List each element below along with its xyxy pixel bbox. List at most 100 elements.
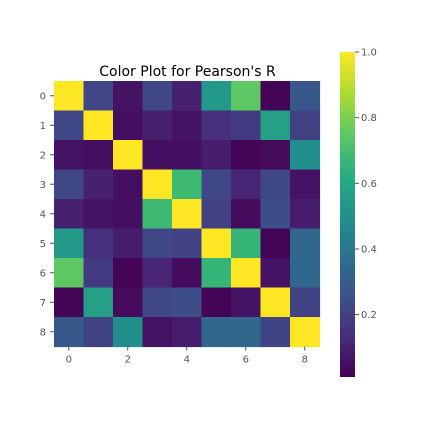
heatmap-cell xyxy=(113,140,144,171)
colorbar-tick-label: 0.2 xyxy=(361,310,377,321)
heatmap-cell xyxy=(201,140,232,171)
heatmap-cell xyxy=(83,81,114,112)
heatmap-cell xyxy=(231,317,262,348)
heatmap-cell xyxy=(231,287,262,318)
heatmap-cell xyxy=(83,169,114,200)
heatmap-cell xyxy=(290,81,321,112)
x-tick-label: 4 xyxy=(184,355,190,366)
colorbar-tick-label: 1.0 xyxy=(361,48,377,59)
heatmap-cell xyxy=(83,140,114,171)
x-axis: 0 2 4 6 8 xyxy=(66,346,308,366)
y-tick-label: 3 xyxy=(40,180,46,191)
heatmap-cell xyxy=(201,228,232,259)
heatmap-cell xyxy=(83,317,114,348)
heatmap-cell xyxy=(260,169,291,200)
heatmap-cell xyxy=(142,140,173,171)
heatmap-cell xyxy=(231,81,262,112)
heatmap-cell xyxy=(201,169,232,200)
heatmap-cell xyxy=(260,287,291,318)
heatmap-cell xyxy=(231,258,262,289)
y-tick-label: 6 xyxy=(40,268,46,279)
heatmap-cell xyxy=(231,169,262,200)
heatmap-cell xyxy=(83,228,114,259)
colorbar: 0.2 0.4 0.6 0.8 1.0 xyxy=(340,48,377,377)
heatmap-cell xyxy=(142,258,173,289)
heatmap-cell xyxy=(290,287,321,318)
heatmap-cell xyxy=(201,258,232,289)
colorbar-gradient xyxy=(340,52,355,377)
heatmap-cell xyxy=(54,169,85,200)
heatmap-cell xyxy=(260,228,291,259)
chart-title: Color Plot for Pearson's R xyxy=(99,64,276,80)
heatmap-cell xyxy=(290,110,321,141)
colorbar-tick-label: 0.6 xyxy=(361,179,377,190)
y-tick-label: 4 xyxy=(40,209,46,220)
heatmap-cell xyxy=(290,140,321,171)
y-tick-label: 8 xyxy=(40,327,46,338)
y-tick-label: 2 xyxy=(40,150,46,161)
y-tick-label: 5 xyxy=(40,239,46,250)
heatmap-cell xyxy=(172,287,203,318)
heatmap-cell xyxy=(113,258,144,289)
y-tick-label: 0 xyxy=(40,91,46,102)
heatmap-cell xyxy=(83,110,114,141)
x-tick-label: 8 xyxy=(302,355,308,366)
heatmap-cell xyxy=(201,287,232,318)
heatmap-cell xyxy=(260,258,291,289)
y-tick-label: 7 xyxy=(40,298,46,309)
heatmap-cell xyxy=(231,140,262,171)
x-tick-label: 0 xyxy=(66,355,72,366)
colorbar-tick-label: 0.4 xyxy=(361,244,377,255)
heatmap-cell xyxy=(172,317,203,348)
heatmap-cell xyxy=(172,228,203,259)
heatmap-cell xyxy=(260,140,291,171)
heatmap-cell xyxy=(54,140,85,171)
heatmap-cell xyxy=(290,169,321,200)
heatmap-cell xyxy=(142,110,173,141)
heatmap-cell xyxy=(113,110,144,141)
heatmap-cell xyxy=(54,287,85,318)
heatmap-cell xyxy=(260,110,291,141)
x-tick-label: 6 xyxy=(243,355,249,366)
heatmap-cell xyxy=(260,317,291,348)
heatmap-cell xyxy=(113,81,144,112)
heatmap-cell xyxy=(54,110,85,141)
heatmap-cell xyxy=(231,228,262,259)
heatmap-cell xyxy=(142,169,173,200)
heatmap-cell xyxy=(231,110,262,141)
heatmap-cell xyxy=(201,199,232,230)
heatmap-cell xyxy=(142,287,173,318)
heatmap-cell xyxy=(113,169,144,200)
heatmap-cell xyxy=(172,81,203,112)
heatmap-cell xyxy=(172,140,203,171)
heatmap-cell xyxy=(172,258,203,289)
heatmap-cell xyxy=(231,199,262,230)
heatmap-cell xyxy=(172,169,203,200)
heatmap-cell xyxy=(142,228,173,259)
heatmap-cell xyxy=(172,199,203,230)
heatmap-cell xyxy=(290,199,321,230)
heatmap-cell xyxy=(172,110,203,141)
heatmap-cell xyxy=(142,81,173,112)
heatmap-cell xyxy=(113,228,144,259)
heatmap-cell xyxy=(83,258,114,289)
y-axis: 0 1 2 3 4 5 6 7 8 xyxy=(40,91,54,338)
heatmap-cells xyxy=(54,81,321,348)
heatmap-cell xyxy=(54,317,85,348)
heatmap-cell xyxy=(142,199,173,230)
heatmap-cell xyxy=(260,199,291,230)
heatmap-cell xyxy=(83,199,114,230)
heatmap-cell xyxy=(54,81,85,112)
heatmap-cell xyxy=(290,228,321,259)
heatmap-cell xyxy=(290,317,321,348)
heatmap-cell xyxy=(83,287,114,318)
heatmap-cell xyxy=(290,258,321,289)
heatmap-cell xyxy=(260,81,291,112)
heatmap-cell xyxy=(201,110,232,141)
heatmap-cell xyxy=(113,199,144,230)
heatmap-cell xyxy=(113,317,144,348)
heatmap-cell xyxy=(142,317,173,348)
heatmap-cell xyxy=(54,199,85,230)
heatmap-cell xyxy=(201,317,232,348)
